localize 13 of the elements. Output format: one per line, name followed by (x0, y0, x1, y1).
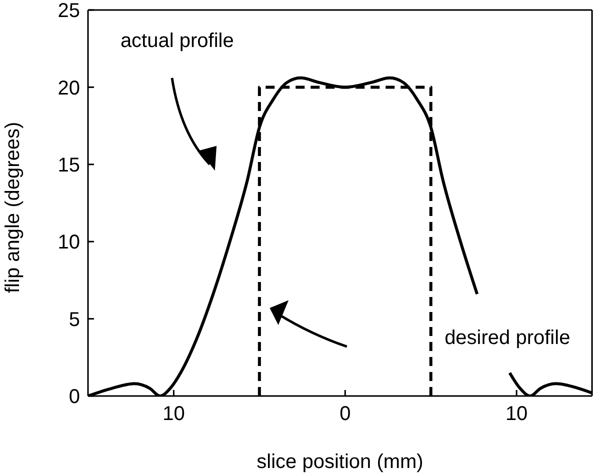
y-axis-title: flip angle (degrees) (2, 122, 24, 293)
y-tick-label: 20 (58, 77, 80, 100)
y-tick-label: 0 (68, 386, 80, 408)
x-axis-title: slice position (mm) (256, 451, 424, 473)
y-tick-label: 25 (58, 0, 80, 22)
x-tick-label: 0 (340, 403, 351, 426)
y-tick-label: 5 (68, 308, 80, 331)
x-tick-label: 10 (505, 403, 528, 426)
x-tick-label: 10 (162, 403, 185, 426)
y-tick-label: 15 (58, 154, 80, 176)
y-tick-label: 10 (58, 232, 80, 254)
annotation: desired profile (444, 327, 570, 350)
annotation: actual profile (120, 30, 234, 52)
